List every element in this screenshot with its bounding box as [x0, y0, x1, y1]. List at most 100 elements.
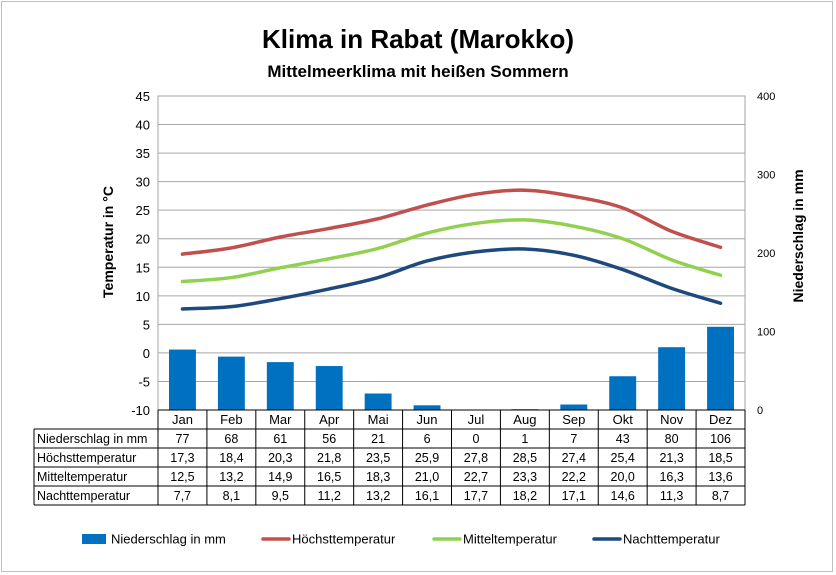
y-left-axis-title: Temperatur in °C [100, 186, 116, 298]
y-left-tick-label: 5 [143, 317, 150, 332]
line-mitteltemperatur [180, 218, 723, 284]
table-cell: 21,3 [659, 451, 683, 465]
legend-entry: Nachttemperatur [623, 532, 720, 547]
table-cell: 23,3 [513, 470, 537, 484]
x-category-label: Apr [319, 412, 340, 427]
table-cell: 21,0 [415, 470, 439, 484]
table-cell: 11,3 [660, 489, 683, 503]
table-cell: 22,2 [562, 470, 586, 484]
table-cell: 27,4 [562, 451, 586, 465]
y-left-tick-label: 45 [136, 89, 150, 104]
table-cell: 14,9 [268, 470, 292, 484]
legend-entry: Mitteltemperatur [463, 532, 558, 547]
table-cell: 17,1 [562, 489, 586, 503]
bar-niederschlag [364, 393, 392, 410]
y-left-tick-label: -5 [138, 374, 150, 389]
bar-niederschlag [217, 356, 245, 410]
y-right-tick-label: 400 [757, 91, 775, 103]
line-höchsttemperatur [180, 188, 723, 256]
chart-subtitle: Mittelmeerklima mit heißen Sommern [267, 62, 569, 81]
table-row-header: Höchsttemperatur [37, 451, 136, 465]
table-cell: 18,4 [219, 451, 243, 465]
table-cell: 9,5 [272, 489, 289, 503]
bar-niederschlag [658, 347, 686, 410]
table-cell: 22,7 [464, 470, 488, 484]
table-cell: 16,5 [317, 470, 341, 484]
table-cell: 43 [616, 432, 630, 446]
y-right-tick-label: 0 [757, 405, 763, 417]
table-cell: 14,6 [611, 489, 635, 503]
table-cell: 18,3 [366, 470, 390, 484]
bar-niederschlag [315, 366, 343, 410]
legend-entry: Höchsttemperatur [292, 532, 396, 547]
table-row-header: Mitteltemperatur [37, 470, 127, 484]
table-cell: 8,7 [712, 489, 729, 503]
y-left-tick-label: 0 [143, 346, 150, 361]
y-right-tick-label: 300 [757, 170, 775, 182]
table-cell: 77 [176, 432, 190, 446]
x-category-label: Jan [172, 412, 193, 427]
y-right-tick-label: 200 [757, 248, 775, 260]
table-cell: 27,8 [464, 451, 488, 465]
table-row-header: Niederschlag in mm [37, 432, 147, 446]
table-cell: 16,3 [659, 470, 683, 484]
table-cell: 7 [570, 432, 577, 446]
table-cell: 13,6 [708, 470, 732, 484]
x-category-label: Feb [220, 412, 242, 427]
table-cell: 17,7 [464, 489, 488, 503]
table-cell: 80 [665, 432, 679, 446]
y-left-tick-label: 25 [136, 203, 150, 218]
y-left-tick-label: -10 [131, 403, 150, 418]
table-cell: 20,3 [268, 451, 292, 465]
table-cell: 21,8 [317, 451, 341, 465]
chart-title: Klima in Rabat (Marokko) [261, 24, 575, 54]
table-cell: 1 [521, 432, 528, 446]
table-row-header: Nachttemperatur [37, 489, 130, 503]
table-cell: 23,5 [366, 451, 390, 465]
y-left-tick-label: 35 [136, 146, 150, 161]
bar-niederschlag [609, 376, 637, 410]
y-left-tick-label: 10 [136, 289, 150, 304]
table-cell: 7,7 [174, 489, 191, 503]
y-left-tick-label: 15 [136, 260, 150, 275]
table-cell: 17,3 [170, 451, 194, 465]
table-cell: 13,2 [366, 489, 390, 503]
bar-niederschlag [560, 404, 588, 410]
table-cell: 68 [224, 432, 238, 446]
table-cell: 61 [273, 432, 287, 446]
table-cell: 16,1 [415, 489, 439, 503]
table-cell: 13,2 [219, 470, 243, 484]
table-cell: 12,5 [170, 470, 194, 484]
table-cell: 28,5 [513, 451, 537, 465]
legend-entry: Niederschlag in mm [111, 532, 226, 547]
table-cell: 56 [322, 432, 336, 446]
x-category-label: Mai [368, 412, 389, 427]
table-cell: 106 [710, 432, 731, 446]
line-nachttemperatur [180, 247, 723, 311]
table-cell: 20,0 [611, 470, 635, 484]
bar-niederschlag [707, 326, 734, 410]
table-cell: 18,5 [708, 451, 732, 465]
x-category-label: Sep [562, 412, 585, 427]
table-cell: 6 [424, 432, 431, 446]
x-category-label: Jun [417, 412, 438, 427]
table-cell: 25,9 [415, 451, 439, 465]
bar-niederschlag [169, 349, 196, 410]
table-cell: 25,4 [611, 451, 635, 465]
y-left-tick-label: 20 [136, 232, 150, 247]
x-category-label: Mar [269, 412, 292, 427]
bar-niederschlag [266, 362, 294, 410]
table-cell: 21 [371, 432, 385, 446]
x-category-label: Aug [513, 412, 536, 427]
x-category-label: Jul [468, 412, 485, 427]
y-left-tick-label: 40 [136, 118, 150, 133]
table-cell: 11,2 [318, 489, 341, 503]
x-category-label: Nov [660, 412, 684, 427]
legend-swatch-bar [82, 534, 106, 544]
bar-niederschlag [413, 405, 441, 410]
y-left-tick-label: 30 [136, 175, 150, 190]
y-right-tick-label: 100 [757, 327, 775, 339]
